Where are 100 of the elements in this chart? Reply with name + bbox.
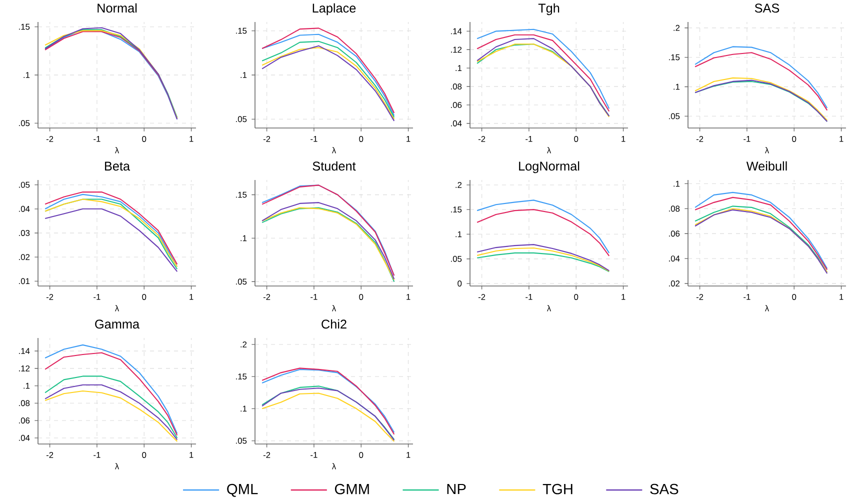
y-tick-label: .14 (19, 348, 30, 354)
y-tick-label: .05 (236, 438, 247, 444)
x-tick-label: -1 (310, 452, 318, 458)
y-tick-label: .05 (19, 120, 30, 126)
x-tick-label: -2 (478, 294, 486, 300)
chart-title: Beta (105, 162, 130, 171)
x-tick-label: -1 (310, 136, 318, 142)
y-tick-label: .12 (19, 365, 30, 372)
y-tick-label: .06 (669, 230, 680, 237)
x-axis-title: λ (114, 147, 120, 154)
y-tick-label: .15 (236, 374, 247, 380)
y-tick-label: .08 (451, 84, 462, 90)
x-tick-label: -2 (263, 136, 270, 142)
y-tick-label: .01 (19, 278, 30, 284)
chart-title: SAS (754, 4, 780, 13)
line-series (44, 376, 178, 438)
y-tick-label: 0 (458, 280, 462, 286)
x-axis-title: λ (546, 147, 552, 154)
x-tick-label: 1 (840, 294, 844, 300)
chart-title: LogNormal (519, 161, 580, 174)
x-tick-label: 0 (792, 136, 796, 142)
y-tick-label: .1 (240, 72, 247, 78)
y-tick-label: .15 (236, 192, 247, 198)
x-tick-label: -2 (46, 452, 54, 458)
y-tick-label: .12 (451, 46, 462, 53)
y-tick-label: .04 (19, 206, 30, 212)
y-tick-label: .04 (451, 120, 462, 126)
x-tick-label: 1 (622, 294, 626, 300)
line-series (476, 209, 610, 256)
x-tick-label: 1 (406, 294, 410, 300)
y-tick-label: .15 (236, 28, 247, 34)
y-tick-label: .02 (19, 254, 30, 260)
legend-label: GMM (334, 484, 369, 494)
x-tick-label: -1 (744, 136, 750, 142)
chart-title: Gamma (95, 320, 140, 329)
y-tick-label: .1 (240, 235, 247, 242)
x-axis-title: λ (332, 147, 336, 154)
legend-label: QML (227, 484, 258, 497)
y-tick-label: .2 (240, 341, 247, 348)
y-tick-label: .05 (19, 182, 30, 188)
legend-label: TGH (542, 484, 572, 494)
x-tick-label: -1 (310, 294, 318, 300)
chart-title: Normal (98, 3, 137, 13)
chart-title: Tgh (538, 3, 560, 16)
y-tick-label: .1 (456, 231, 462, 238)
x-tick-label: -2 (46, 136, 54, 142)
x-tick-label: 1 (622, 136, 626, 142)
x-tick-label: 1 (406, 136, 410, 142)
x-tick-label: -2 (696, 294, 704, 300)
y-tick-label: .06 (19, 418, 30, 424)
x-tick-label: -2 (263, 294, 270, 300)
y-tick-label: .03 (19, 230, 30, 236)
x-axis-title: λ (546, 305, 552, 312)
chart-title: Chi2 (322, 319, 346, 329)
x-tick-label: 0 (359, 136, 364, 142)
x-tick-label: -1 (744, 294, 750, 300)
line-series (44, 208, 178, 272)
x-axis-title: λ (114, 305, 120, 312)
x-tick-label: -2 (263, 452, 270, 458)
x-tick-label: 1 (406, 452, 410, 458)
x-tick-label: 1 (190, 452, 194, 458)
legend-label: NP (447, 484, 466, 494)
y-tick-label: .15 (451, 206, 462, 212)
x-tick-label: 0 (792, 294, 796, 300)
x-tick-label: -1 (526, 294, 532, 300)
x-tick-label: -2 (46, 294, 54, 300)
x-tick-label: -1 (94, 294, 100, 300)
x-tick-label: 0 (142, 136, 146, 142)
y-tick-label: .1 (674, 84, 680, 90)
x-tick-label: 0 (574, 294, 578, 300)
y-tick-label: .08 (669, 206, 680, 212)
x-axis-title: λ (114, 463, 120, 470)
chart-title: Weibull (746, 161, 787, 171)
y-tick-label: .2 (456, 182, 462, 188)
y-tick-label: .1 (24, 382, 30, 389)
y-tick-label: .04 (19, 434, 30, 441)
x-tick-label: -1 (94, 452, 100, 458)
line-series (476, 200, 610, 254)
y-tick-label: .2 (674, 24, 680, 31)
x-tick-label: 0 (574, 136, 578, 142)
x-tick-label: 1 (190, 294, 194, 300)
chart-title: Laplace (312, 3, 356, 16)
x-tick-label: 0 (142, 452, 146, 458)
x-tick-label: 0 (359, 294, 364, 300)
y-tick-label: .05 (451, 256, 462, 262)
y-tick-label: .1 (24, 72, 30, 78)
y-tick-label: .15 (19, 24, 30, 30)
y-tick-label: .06 (451, 102, 462, 108)
x-axis-title: λ (332, 463, 336, 470)
y-tick-label: .05 (236, 278, 247, 285)
line-series (476, 252, 610, 272)
chart-title: Student (312, 161, 356, 171)
y-tick-label: .02 (669, 280, 680, 286)
legend-label: SAS (650, 484, 678, 494)
x-tick-label: -1 (94, 136, 100, 142)
x-tick-label: 1 (190, 136, 194, 142)
x-tick-label: -1 (526, 136, 532, 142)
x-tick-label: -2 (478, 136, 486, 142)
x-tick-label: 1 (840, 136, 844, 142)
y-tick-label: .05 (669, 113, 680, 120)
